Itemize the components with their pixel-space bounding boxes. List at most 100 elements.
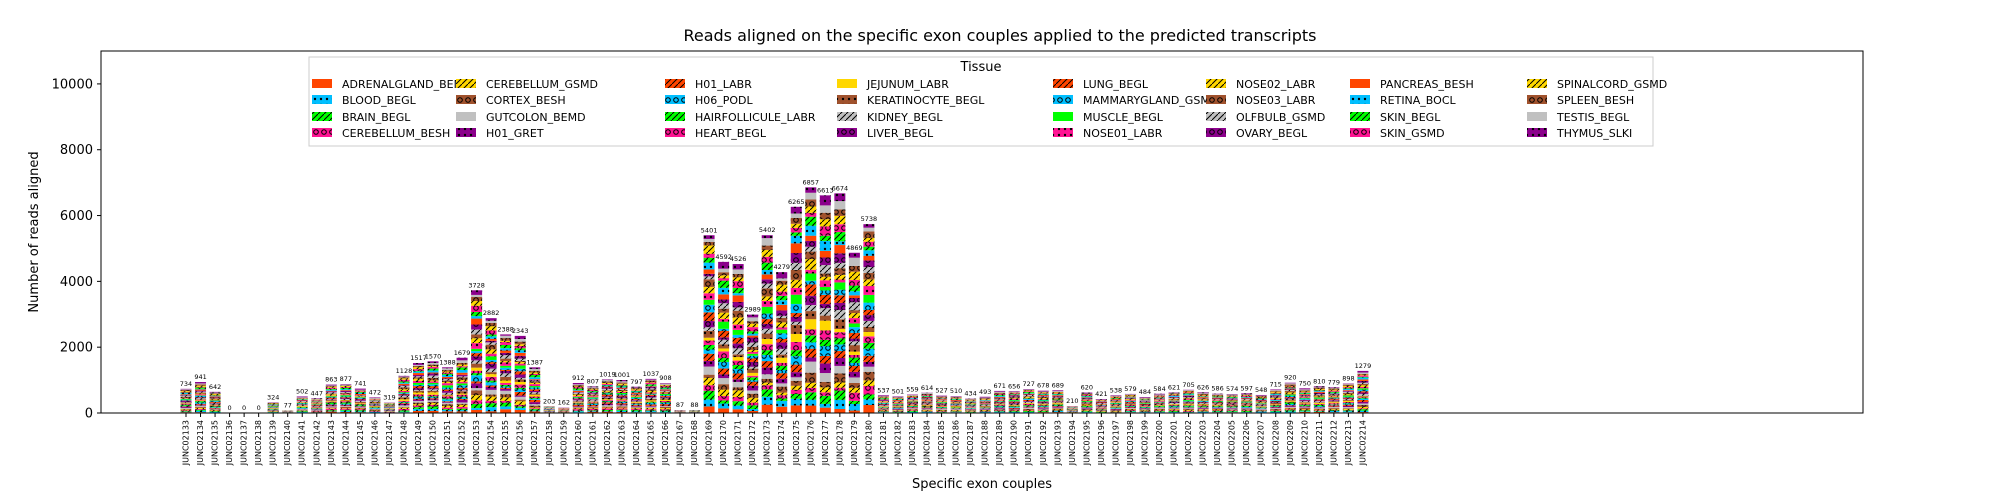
bar-segment-hatch bbox=[1052, 401, 1064, 402]
bar-segment-hatch bbox=[398, 402, 410, 404]
bar-segment bbox=[659, 383, 671, 385]
bar-segment-hatch bbox=[456, 408, 468, 411]
bar-segment-hatch bbox=[354, 400, 366, 402]
bar-segment-hatch bbox=[892, 409, 904, 410]
bar-segment-hatch bbox=[325, 400, 337, 402]
bar-segment-hatch bbox=[1313, 404, 1325, 407]
bar-segment-hatch bbox=[659, 409, 671, 411]
bar-segment-hatch bbox=[630, 400, 642, 402]
bar-segment-hatch bbox=[267, 404, 279, 406]
legend-label: JEJUNUM_LABR bbox=[866, 78, 949, 91]
bar-stack bbox=[1124, 393, 1136, 413]
bar-segment-hatch bbox=[848, 357, 860, 363]
bar-segment-hatch bbox=[805, 348, 817, 358]
bar-segment-hatch bbox=[776, 370, 788, 374]
bar-segment-hatch bbox=[369, 411, 381, 412]
bar-segment-hatch bbox=[529, 390, 541, 393]
bar-segment-hatch bbox=[645, 382, 657, 383]
bar-segment-hatch bbox=[921, 400, 933, 402]
bar-segment-hatch bbox=[834, 241, 846, 246]
bar-segment-hatch bbox=[587, 391, 599, 393]
bar-segment bbox=[572, 396, 584, 398]
bar-segment-hatch bbox=[1270, 405, 1282, 407]
bar-segment-hatch bbox=[1154, 408, 1166, 410]
bar-segment bbox=[587, 397, 599, 399]
bar-stack bbox=[267, 402, 279, 413]
bar-segment-hatch bbox=[936, 401, 948, 402]
bar-segment-hatch bbox=[790, 341, 802, 351]
bar-segment-hatch bbox=[819, 381, 831, 388]
bar-segment-hatch bbox=[907, 402, 918, 404]
bar-segment-hatch bbox=[761, 249, 773, 257]
bar-segment-hatch bbox=[616, 403, 628, 405]
bar-total-label: 0 bbox=[257, 404, 261, 412]
bar-segment-hatch bbox=[209, 393, 221, 395]
bar-segment-hatch bbox=[209, 401, 221, 402]
bar-segment-hatch bbox=[325, 399, 337, 401]
bar-stack bbox=[1052, 390, 1064, 413]
bar-segment-hatch bbox=[1241, 400, 1253, 402]
bar-segment-hatch bbox=[1154, 395, 1166, 396]
bar-segment-hatch bbox=[427, 366, 439, 367]
bar-segment-hatch bbox=[1270, 397, 1282, 399]
bar-total-label: 5402 bbox=[759, 226, 776, 234]
bar-segment bbox=[325, 396, 337, 397]
bar-segment-hatch bbox=[209, 407, 221, 408]
bar-segment-hatch bbox=[471, 290, 483, 295]
bar-segment bbox=[398, 376, 410, 378]
bar-segment-hatch bbox=[1284, 389, 1296, 390]
bar-segment-hatch bbox=[1037, 393, 1049, 395]
bar-segment-hatch bbox=[1299, 403, 1311, 405]
bar-stack bbox=[1168, 392, 1180, 413]
bar-segment-hatch bbox=[718, 272, 730, 276]
bar-segment-hatch bbox=[1139, 403, 1151, 405]
x-tick-label: JUNC02213 bbox=[1344, 420, 1353, 466]
bar-segment bbox=[601, 380, 613, 382]
bar-segment bbox=[1212, 400, 1224, 402]
bar-segment-hatch bbox=[1154, 405, 1166, 407]
bar-segment-hatch bbox=[485, 396, 497, 401]
bar-stack bbox=[834, 193, 846, 413]
bar-segment-hatch bbox=[514, 363, 526, 366]
bar-stack bbox=[1154, 393, 1166, 413]
bar-segment-hatch bbox=[1037, 395, 1049, 397]
bar-segment-hatch bbox=[907, 399, 918, 400]
bar-total-label: 671 bbox=[993, 382, 1005, 390]
bar-segment bbox=[1023, 398, 1035, 399]
bar-segment-hatch bbox=[325, 391, 337, 393]
bar-segment-hatch bbox=[1313, 410, 1325, 411]
bar-segment-hatch bbox=[1255, 400, 1267, 402]
bar-segment-hatch bbox=[1299, 392, 1311, 394]
bar-segment-hatch bbox=[1023, 408, 1035, 410]
bar-segment-hatch bbox=[645, 402, 657, 403]
bar-stack bbox=[340, 384, 352, 413]
bar-segment bbox=[630, 406, 642, 408]
bar-segment-hatch bbox=[572, 409, 584, 411]
bar-stack bbox=[311, 398, 323, 413]
bar-segment-hatch bbox=[819, 403, 831, 408]
bar-segment-hatch bbox=[1357, 400, 1369, 402]
bar-segment-hatch bbox=[354, 398, 366, 400]
bar-segment-hatch bbox=[311, 407, 323, 409]
x-tick-label: JUNC02178 bbox=[835, 420, 844, 466]
bar-segment bbox=[907, 408, 918, 410]
bar-segment bbox=[1270, 408, 1282, 409]
bar-segment-hatch bbox=[659, 403, 671, 405]
bar-segment-hatch bbox=[616, 386, 628, 388]
bar-segment bbox=[485, 374, 497, 377]
bar-segment-hatch bbox=[1313, 386, 1325, 388]
bar-segment-hatch bbox=[848, 354, 860, 358]
bar-segment-hatch bbox=[747, 377, 759, 381]
bar-segment-hatch bbox=[616, 391, 628, 393]
bar-segment bbox=[1124, 408, 1136, 409]
bar-segment-hatch bbox=[427, 364, 439, 367]
bar-total-label: 0 bbox=[242, 404, 246, 412]
bar-total-label: 4526 bbox=[730, 255, 747, 263]
bar-segment bbox=[529, 386, 541, 388]
bar-segment-hatch bbox=[311, 406, 323, 408]
bar-segment-hatch bbox=[965, 409, 977, 410]
bar-segment-hatch bbox=[1212, 410, 1224, 412]
bar-segment-hatch bbox=[1313, 392, 1325, 395]
bar-segment-hatch bbox=[572, 387, 584, 389]
bar-segment bbox=[500, 365, 512, 368]
